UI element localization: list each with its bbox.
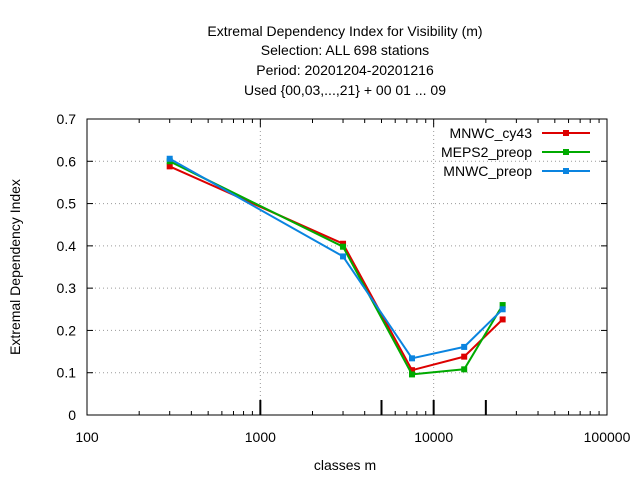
y-tick-label: 0 — [68, 407, 76, 423]
series-layer — [166, 155, 506, 378]
data-point — [499, 316, 506, 323]
x-axis-label: classes m — [314, 457, 376, 473]
legend-item: MEPS2_preop — [441, 144, 590, 160]
title-line-2: Selection: ALL 698 stations — [261, 42, 429, 58]
y-tick-label: 0.5 — [57, 196, 77, 212]
legend-label: MNWC_cy43 — [450, 125, 533, 141]
legend-label: MEPS2_preop — [441, 144, 532, 160]
x-tick-label: 100000 — [584, 429, 631, 445]
y-tick-label: 0.1 — [57, 365, 77, 381]
legend-item: MNWC_cy43 — [450, 125, 590, 141]
data-point — [340, 243, 347, 250]
y-tick-label: 0.2 — [57, 322, 77, 338]
data-point — [166, 155, 173, 162]
series-line — [169, 160, 504, 376]
title-line-1: Extremal Dependency Index for Visibility… — [207, 23, 482, 39]
legend-marker — [563, 149, 569, 155]
plot-frame — [86, 118, 608, 416]
data-point — [409, 371, 416, 378]
data-point — [499, 306, 506, 313]
x-tick-label: 100 — [75, 429, 99, 445]
data-point — [340, 253, 347, 260]
data-point — [461, 343, 468, 350]
grid — [87, 119, 607, 415]
series-MNWC_cy43 — [166, 163, 506, 374]
y-tick-label: 0.7 — [57, 111, 77, 127]
title-line-4: Used {00,03,...,21} + 00 01 ... 09 — [244, 82, 446, 98]
x-axis-markers — [259, 400, 487, 415]
data-point — [409, 367, 416, 374]
legend: MNWC_cy43 MEPS2_preop MNWC_preop — [441, 125, 590, 179]
y-tick-labels: 0 0.1 0.2 0.3 0.4 0.5 0.6 0.7 — [57, 111, 77, 423]
y-tick-label: 0.3 — [57, 280, 77, 296]
data-point — [166, 163, 173, 170]
series-MEPS2_preop — [166, 158, 506, 378]
y-tick-label: 0.6 — [57, 153, 77, 169]
y-axis-label: Extremal Dependency Index — [7, 179, 23, 355]
y-tick-label: 0.4 — [57, 238, 77, 254]
legend-item: MNWC_preop — [443, 163, 590, 179]
chart-title: Extremal Dependency Index for Visibility… — [207, 23, 482, 98]
legend-marker — [563, 168, 569, 174]
series-MNWC_preop — [166, 155, 506, 362]
data-point — [409, 355, 416, 362]
legend-marker — [563, 130, 569, 136]
series-line — [169, 165, 504, 372]
x-tick-label: 10000 — [414, 429, 453, 445]
data-point — [461, 353, 468, 360]
title-line-3: Period: 20201204-20201216 — [256, 62, 434, 78]
data-point — [499, 302, 506, 309]
data-point — [461, 366, 468, 373]
legend-label: MNWC_preop — [443, 163, 532, 179]
x-tick-label: 1000 — [245, 429, 276, 445]
x-tick-labels: 100 1000 10000 100000 — [75, 429, 630, 445]
